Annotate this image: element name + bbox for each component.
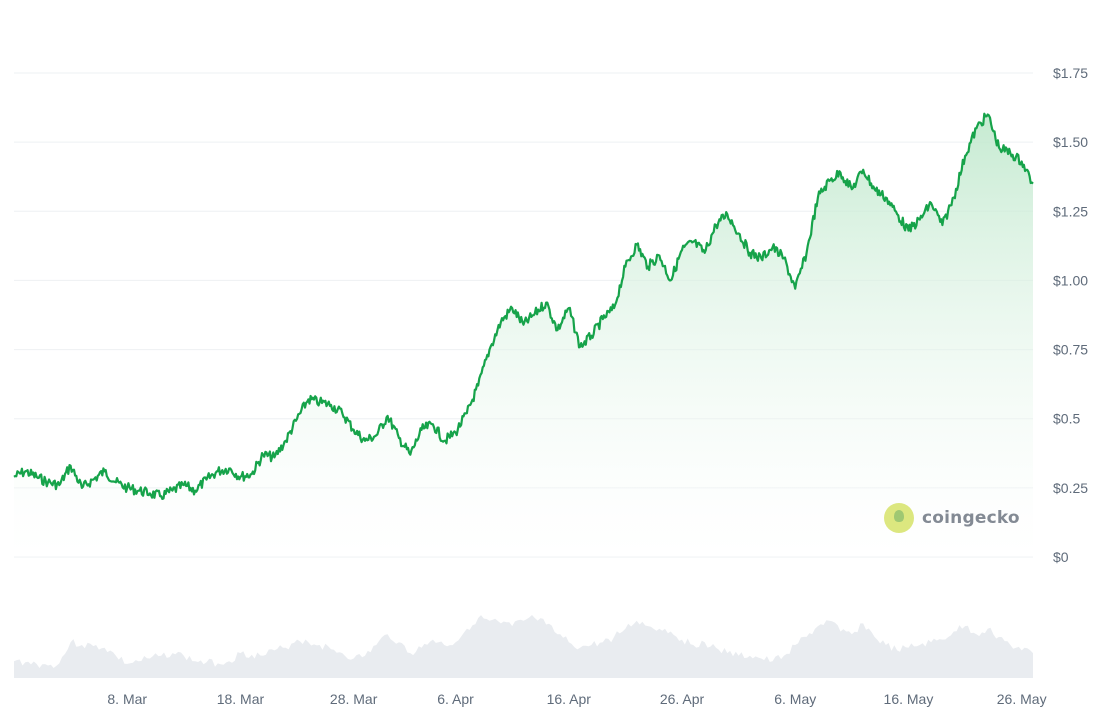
price-line: [13, 112, 1034, 500]
y-tick-label: $0.5: [1053, 411, 1080, 427]
x-axis-ticks: 8. Mar 18. Mar 28. Mar 6. Apr 16. Apr 26. Apr…: [107, 691, 1046, 707]
y-tick-label: $0.25: [1053, 480, 1088, 496]
volume-fill: [14, 615, 1033, 678]
x-tick-label: 6. Apr: [437, 691, 474, 707]
watermark-text: coingecko: [922, 508, 1020, 528]
y-axis-ticks: $0 $0.25 $0.5 $0.75 $1.00 $1.25 $1.50 $1.75: [1053, 65, 1088, 565]
y-tick-label: $1.50: [1053, 134, 1088, 150]
x-tick-label: 28. Mar: [330, 691, 378, 707]
y-tick-label: $0.75: [1053, 342, 1088, 358]
price-series-line: [13, 112, 1034, 500]
price-area-fill: [14, 113, 1033, 557]
x-tick-label: 16. Apr: [547, 691, 592, 707]
x-tick-label: 8. Mar: [107, 691, 147, 707]
volume-area: [14, 615, 1033, 678]
coingecko-watermark: coingecko: [884, 503, 1020, 533]
y-tick-label: $1.00: [1053, 272, 1088, 288]
y-tick-label: $0: [1053, 549, 1069, 565]
x-tick-label: 26. May: [997, 691, 1047, 707]
coingecko-logo-icon: [884, 503, 914, 533]
x-tick-label: 16. May: [884, 691, 934, 707]
y-tick-label: $1.25: [1053, 203, 1088, 219]
x-tick-label: 18. Mar: [217, 691, 265, 707]
x-tick-label: 26. Apr: [660, 691, 705, 707]
price-area: [14, 113, 1033, 557]
y-tick-label: $1.75: [1053, 65, 1088, 81]
x-tick-label: 6. May: [774, 691, 816, 707]
